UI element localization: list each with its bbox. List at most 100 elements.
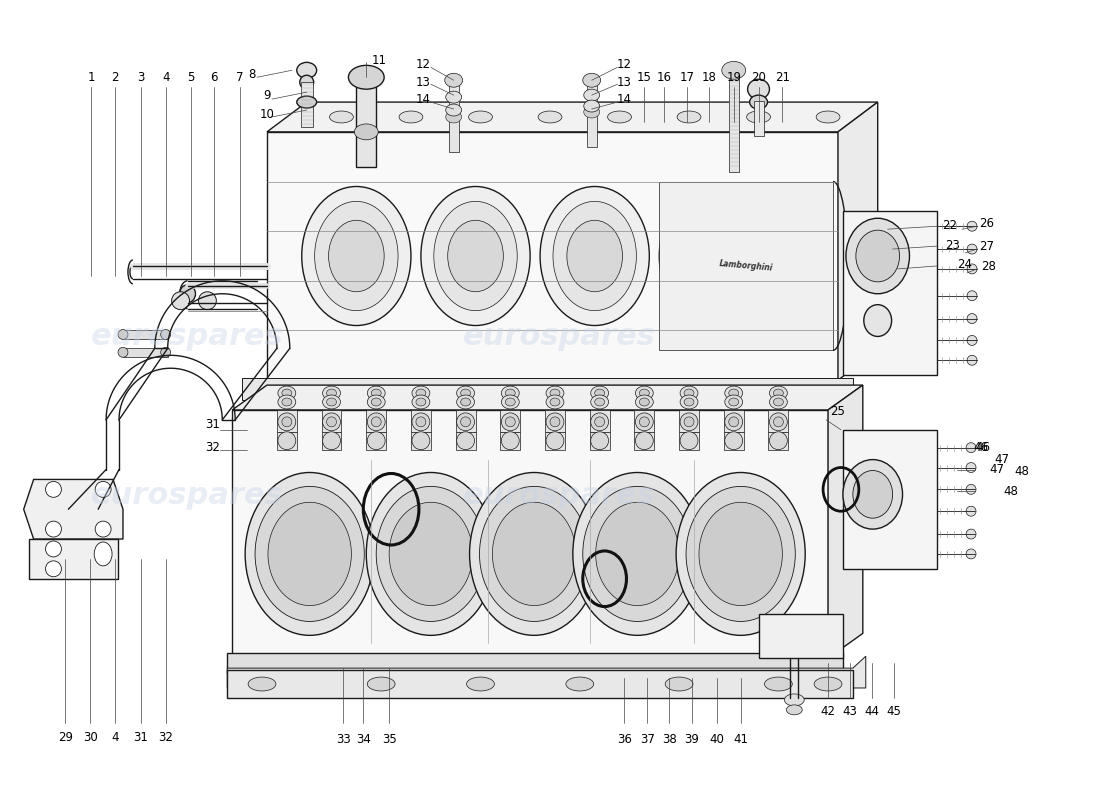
- Bar: [500, 432, 520, 450]
- Ellipse shape: [456, 432, 474, 450]
- Ellipse shape: [966, 462, 976, 473]
- Text: 8: 8: [249, 68, 256, 81]
- Ellipse shape: [680, 386, 698, 400]
- Ellipse shape: [966, 506, 976, 516]
- Ellipse shape: [749, 95, 768, 109]
- Text: 6: 6: [210, 70, 218, 84]
- Ellipse shape: [864, 305, 892, 337]
- Ellipse shape: [680, 432, 698, 450]
- Ellipse shape: [456, 413, 474, 430]
- Ellipse shape: [573, 473, 702, 635]
- Ellipse shape: [493, 502, 575, 606]
- Ellipse shape: [967, 290, 977, 301]
- Ellipse shape: [540, 186, 649, 326]
- Polygon shape: [838, 102, 878, 380]
- Ellipse shape: [779, 387, 799, 403]
- Ellipse shape: [461, 417, 471, 427]
- Ellipse shape: [728, 389, 739, 397]
- Text: 27: 27: [979, 239, 994, 253]
- Ellipse shape: [595, 398, 605, 406]
- Ellipse shape: [770, 386, 788, 400]
- Ellipse shape: [672, 202, 756, 310]
- Ellipse shape: [367, 432, 385, 450]
- Ellipse shape: [322, 413, 341, 430]
- Ellipse shape: [639, 387, 659, 403]
- Ellipse shape: [639, 398, 649, 406]
- Ellipse shape: [786, 705, 802, 714]
- Text: 44: 44: [865, 706, 879, 718]
- Ellipse shape: [367, 395, 385, 409]
- Bar: [724, 432, 744, 450]
- Ellipse shape: [461, 398, 471, 406]
- Bar: [679, 432, 699, 450]
- Ellipse shape: [636, 386, 653, 400]
- Bar: [635, 410, 654, 432]
- Bar: [366, 432, 386, 450]
- Text: 16: 16: [657, 70, 672, 84]
- Text: 18: 18: [702, 70, 716, 84]
- Ellipse shape: [179, 285, 196, 302]
- Ellipse shape: [686, 220, 741, 292]
- Text: 42: 42: [821, 706, 836, 718]
- Bar: [449, 82, 459, 152]
- Ellipse shape: [268, 502, 351, 606]
- Ellipse shape: [505, 417, 515, 427]
- Ellipse shape: [967, 244, 977, 254]
- Bar: [455, 432, 475, 450]
- Ellipse shape: [367, 413, 385, 430]
- Text: 21: 21: [774, 70, 790, 84]
- Text: 47: 47: [994, 453, 1010, 466]
- Ellipse shape: [322, 395, 341, 409]
- Ellipse shape: [45, 541, 62, 557]
- Ellipse shape: [278, 386, 296, 400]
- Text: 32: 32: [205, 441, 220, 454]
- Bar: [411, 410, 431, 432]
- Text: 40: 40: [710, 733, 724, 746]
- Ellipse shape: [550, 398, 560, 406]
- Ellipse shape: [480, 486, 588, 622]
- Polygon shape: [228, 656, 866, 688]
- Polygon shape: [232, 410, 828, 658]
- Bar: [724, 410, 744, 432]
- Ellipse shape: [282, 417, 292, 427]
- Text: 46: 46: [976, 441, 990, 454]
- Ellipse shape: [502, 432, 519, 450]
- Ellipse shape: [416, 398, 426, 406]
- Ellipse shape: [431, 387, 451, 403]
- Ellipse shape: [322, 386, 341, 400]
- Ellipse shape: [570, 387, 590, 403]
- Polygon shape: [843, 430, 937, 569]
- Ellipse shape: [444, 74, 463, 87]
- Text: 9: 9: [263, 89, 271, 102]
- Ellipse shape: [852, 470, 892, 518]
- Text: 20: 20: [751, 70, 766, 84]
- Ellipse shape: [565, 677, 594, 691]
- Ellipse shape: [636, 395, 653, 409]
- Polygon shape: [828, 385, 862, 658]
- Ellipse shape: [367, 386, 385, 400]
- Ellipse shape: [846, 218, 910, 294]
- Ellipse shape: [456, 386, 474, 400]
- Text: 13: 13: [416, 76, 430, 89]
- Ellipse shape: [446, 111, 462, 123]
- Ellipse shape: [584, 106, 600, 118]
- Bar: [544, 410, 565, 432]
- Ellipse shape: [412, 413, 430, 430]
- Text: 1: 1: [88, 70, 95, 84]
- Ellipse shape: [45, 482, 62, 498]
- Ellipse shape: [722, 62, 746, 79]
- Text: eurospares: eurospares: [91, 322, 284, 351]
- Ellipse shape: [327, 417, 337, 427]
- Polygon shape: [659, 182, 833, 350]
- Text: 4: 4: [111, 731, 119, 744]
- Ellipse shape: [816, 111, 840, 123]
- Ellipse shape: [967, 314, 977, 323]
- Text: 25: 25: [830, 406, 846, 418]
- Text: 38: 38: [662, 733, 676, 746]
- Text: 13: 13: [617, 76, 631, 89]
- Bar: [356, 78, 376, 166]
- Text: 3: 3: [138, 70, 144, 84]
- Text: 39: 39: [684, 733, 700, 746]
- Text: 48: 48: [1003, 485, 1019, 498]
- Polygon shape: [232, 385, 862, 410]
